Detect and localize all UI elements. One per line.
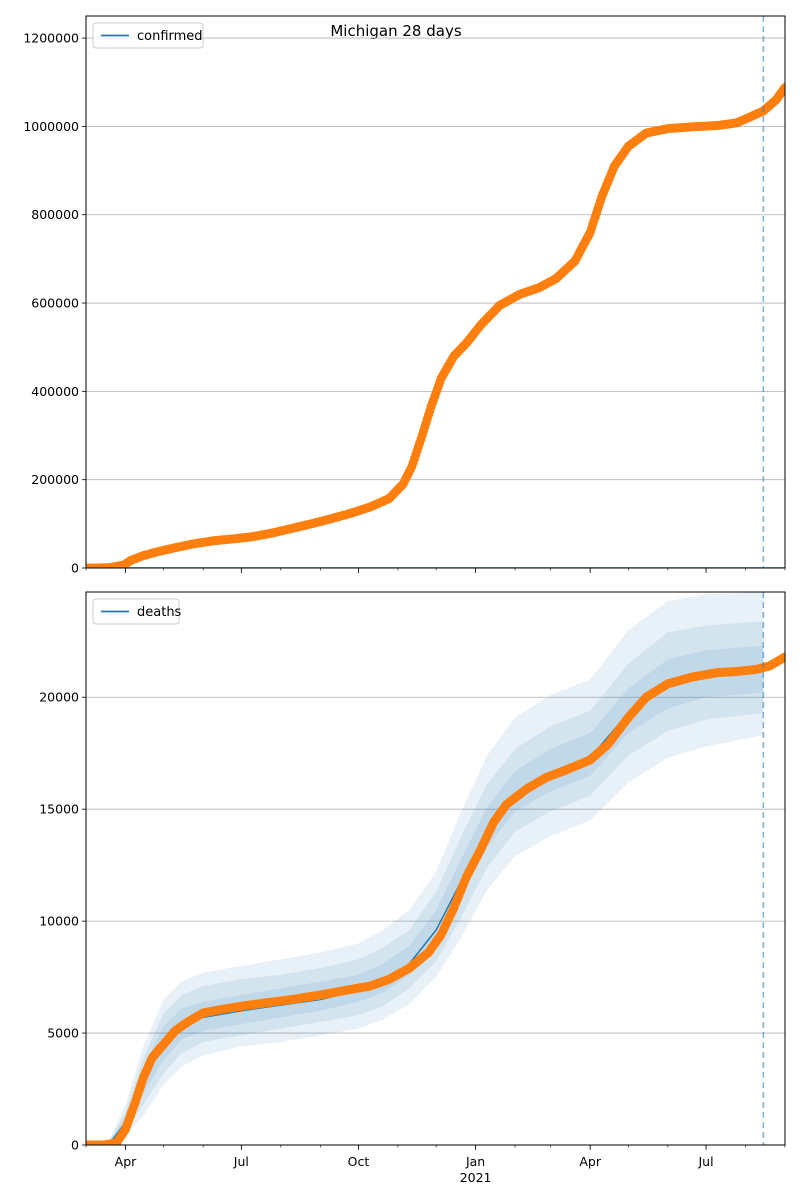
deaths-xtick-label: Apr [115, 1154, 137, 1169]
deaths-ytick-label: 10000 [39, 914, 79, 929]
deaths-xtick-year-label: 2021 [460, 1170, 492, 1185]
confirmed-axes-frame [85, 15, 786, 569]
deaths-xtick-label: Jan [465, 1154, 485, 1169]
confirmed-ytick-label: 600000 [31, 296, 79, 311]
confirmed-panel: 0 200000 400000 600000 800000 1000000 1200000 c… [23, 15, 786, 576]
figure-title: Michigan 28 days [330, 22, 461, 40]
deaths-band-2 [110, 645, 764, 1145]
deaths-ytick-label: 0 [71, 1138, 79, 1153]
deaths-xtick-label: Oct [348, 1154, 370, 1169]
deaths-ytick-label: 20000 [39, 690, 79, 705]
confirmed-ytick-label: 800000 [31, 207, 79, 222]
confirmed-ytick-label: 1200000 [23, 31, 79, 46]
deaths-ytick-label: 5000 [47, 1026, 79, 1041]
confirmed-legend-label: confirmed [137, 29, 203, 44]
confirmed-ytick-label: 0 [71, 561, 79, 576]
confirmed-legend: confirmed [92, 22, 204, 49]
confirmed-observed-point [780, 83, 785, 92]
deaths-legend-box [92, 598, 180, 625]
deaths-xtick-label: Jul [698, 1154, 714, 1169]
confirmed-legend-box [92, 22, 204, 49]
confirmed-ytick-label: 1000000 [23, 119, 79, 134]
deaths-xtick-label: Jul [233, 1154, 249, 1169]
deaths-axes-frame [85, 591, 786, 1146]
deaths-legend-label: deaths [137, 605, 182, 620]
deaths-ytick-label: 15000 [39, 802, 79, 817]
deaths-legend: deaths [92, 598, 182, 625]
confirmed-ytick-label: 400000 [31, 384, 79, 399]
confirmed-ytick-label: 200000 [31, 472, 79, 487]
deaths-xtick-label: Apr [579, 1154, 601, 1169]
deaths-observed-point [780, 652, 785, 662]
